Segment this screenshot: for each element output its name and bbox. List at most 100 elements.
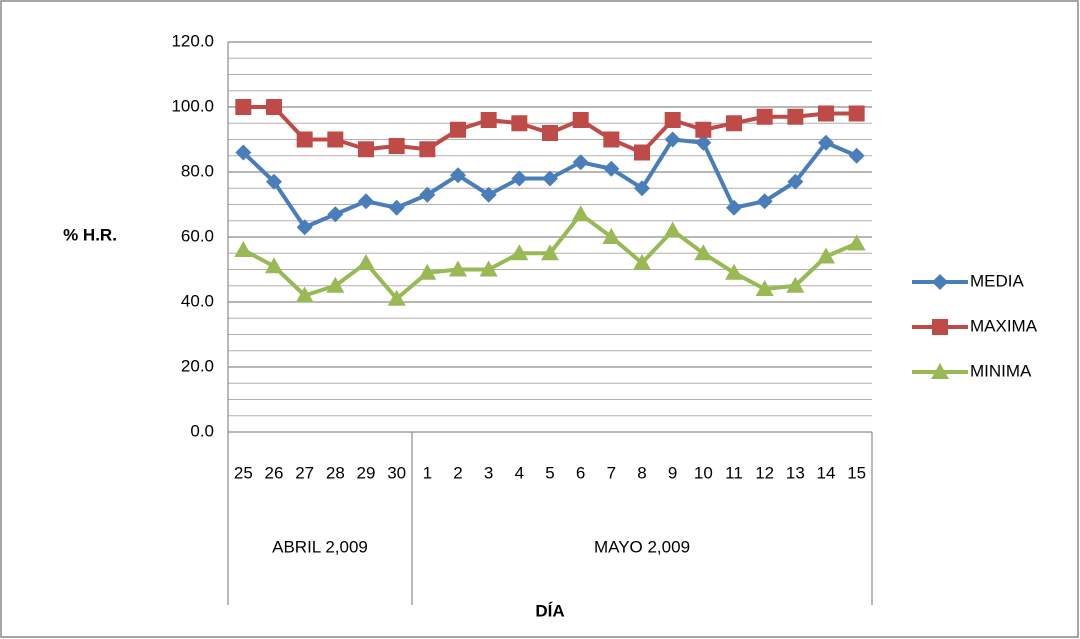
data-point [388,138,405,154]
legend-marker [932,274,948,290]
y-tick-label: 60.0 [181,226,214,245]
data-point [327,131,344,148]
data-point [450,167,466,184]
data-point [695,134,712,151]
x-tick-label: 14 [817,463,836,482]
data-point [326,276,345,293]
data-point [480,112,497,128]
data-point [480,186,497,203]
data-point [634,144,650,161]
data-point [542,170,558,187]
data-point [571,205,590,222]
data-point [602,228,621,244]
y-tick-label: 20.0 [181,356,214,375]
data-point [756,193,773,210]
x-tick-label: 1 [423,463,432,482]
data-point [358,193,374,210]
category-group-label: MAYO 2,009 [594,537,690,556]
data-point [358,141,374,158]
data-point [663,221,682,238]
y-axis-label: % H.R. [63,225,117,244]
data-point [817,247,835,264]
x-tick-label: 12 [755,463,774,482]
y-tick-label: 80.0 [181,161,214,180]
x-tick-label: 27 [295,463,314,482]
legend-label: MEDIA [970,271,1025,290]
y-tick-label: 100.0 [171,96,214,115]
x-tick-label: 2 [453,463,462,482]
data-point [510,244,529,261]
x-tick-label: 7 [607,463,616,482]
data-point [266,173,282,190]
x-tick-label: 28 [326,463,345,482]
x-tick-label: 15 [847,463,866,482]
x-axis-label: DÍA [535,601,564,620]
data-point [726,199,742,216]
data-point [511,115,528,132]
data-point [296,131,313,148]
data-point [603,160,620,177]
data-point [419,141,436,158]
x-tick-label: 8 [637,463,646,482]
data-point [235,99,252,115]
x-tick-label: 30 [387,463,406,482]
data-point [847,234,866,251]
data-point [786,276,805,293]
legend-marker [932,319,948,335]
data-point [450,121,466,138]
x-tick-label: 10 [694,463,713,482]
data-point [479,260,498,277]
data-point [357,254,375,270]
x-tick-label: 29 [357,463,376,482]
data-point [664,112,681,128]
legend-label: MAXIMA [970,316,1038,335]
category-group-label: ABRIL 2,009 [272,537,368,556]
data-point [295,286,314,303]
data-point [511,170,528,187]
y-tick-label: 40.0 [181,291,214,310]
data-point [848,147,865,164]
y-tick-label: 0.0 [190,421,214,440]
data-point [694,244,713,261]
data-point [572,112,589,128]
x-tick-label: 26 [265,463,284,482]
data-point [818,105,834,122]
x-tick-label: 11 [725,463,743,482]
data-point [419,186,436,203]
x-tick-label: 13 [786,463,805,482]
y-tick-label: 120.0 [171,31,214,50]
x-tick-label: 5 [545,463,554,482]
data-point [266,99,282,115]
data-point [818,134,834,151]
data-point [449,260,467,277]
data-point [756,108,773,125]
data-point [726,115,742,132]
data-point [755,280,774,296]
data-point [664,131,681,148]
legend-marker [931,363,949,379]
data-point [633,254,651,270]
data-point [296,219,313,236]
x-tick-label: 9 [668,463,677,482]
data-point [387,289,406,306]
data-point [234,241,253,257]
x-tick-label: 25 [234,463,253,482]
x-tick-label: 4 [515,463,524,482]
data-point [327,206,344,223]
data-point [541,244,559,261]
data-point [634,180,650,197]
data-point [787,173,804,190]
data-point [787,108,804,125]
data-point [725,263,743,280]
data-point [235,144,252,161]
data-point [265,257,283,274]
data-point [695,121,712,138]
x-tick-label: 6 [576,463,585,482]
data-point [603,131,620,148]
data-point [572,154,589,171]
data-point [542,125,558,141]
data-point [388,199,405,216]
x-tick-label: 3 [484,463,493,482]
data-point [848,105,865,122]
